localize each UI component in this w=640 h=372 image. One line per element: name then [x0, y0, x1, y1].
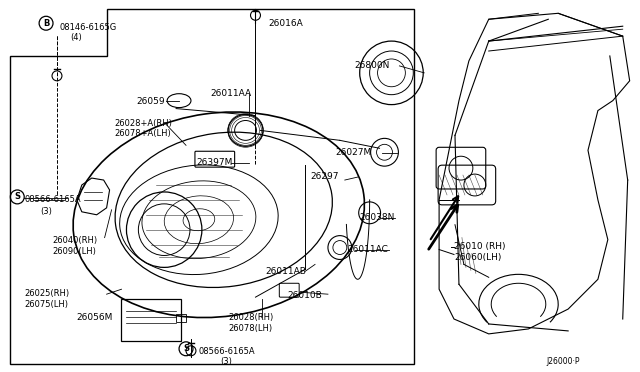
Text: 26025(RH): 26025(RH) [24, 289, 69, 298]
Text: 08146-6165G: 08146-6165G [60, 23, 117, 32]
Text: S: S [183, 344, 189, 353]
Text: 26078(LH): 26078(LH) [228, 324, 273, 333]
Text: B: B [43, 19, 49, 28]
Text: 26011AC: 26011AC [348, 244, 388, 254]
Text: 26297: 26297 [310, 172, 339, 181]
Text: S: S [14, 192, 20, 201]
Text: (3): (3) [221, 357, 232, 366]
Text: 26028+A(RH): 26028+A(RH) [115, 119, 172, 128]
Bar [176, 314, 186, 322]
Text: 26397M: 26397M [196, 158, 232, 167]
Text: 26090(LH): 26090(LH) [52, 247, 96, 256]
Text: 26016A: 26016A [268, 19, 303, 28]
Text: (3): (3) [40, 207, 52, 216]
Text: 26027M: 26027M [335, 148, 371, 157]
Text: 26800N: 26800N [355, 61, 390, 70]
Text: 26038N: 26038N [360, 213, 395, 222]
Text: 26011AA: 26011AA [211, 89, 252, 98]
Text: 08566-6165A: 08566-6165A [24, 195, 81, 204]
Bar [122, 299, 181, 341]
Text: 26010 (RH): 26010 (RH) [454, 241, 506, 251]
Text: 26075(LH): 26075(LH) [24, 300, 68, 309]
Text: 26028(RH): 26028(RH) [228, 313, 274, 322]
Text: 26060(LH): 26060(LH) [454, 253, 501, 263]
Text: 26078+A(LH): 26078+A(LH) [115, 129, 172, 138]
Text: 26056M: 26056M [77, 313, 113, 322]
Text: (4): (4) [70, 33, 82, 42]
Text: 08566-6165A: 08566-6165A [199, 347, 255, 356]
Text: 26011AB: 26011AB [266, 267, 307, 276]
Text: 26059: 26059 [136, 97, 165, 106]
Text: 26010B: 26010B [287, 291, 322, 300]
Text: J26000·P: J26000·P [547, 357, 580, 366]
Text: 26040(RH): 26040(RH) [52, 235, 97, 245]
